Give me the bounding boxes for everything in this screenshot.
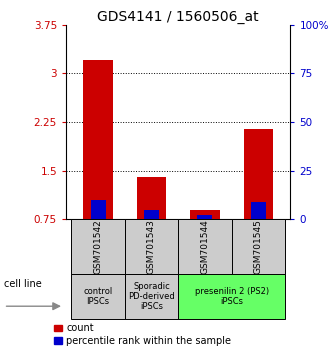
Legend: count, percentile rank within the sample: count, percentile rank within the sample: [54, 324, 231, 346]
Text: GSM701544: GSM701544: [200, 219, 210, 274]
Bar: [190, 210, 219, 219]
Text: Sporadic
PD-derived
iPSCs: Sporadic PD-derived iPSCs: [128, 281, 175, 312]
Bar: [71, 274, 125, 319]
Bar: [144, 210, 159, 219]
Bar: [83, 61, 113, 219]
Text: GSM701545: GSM701545: [254, 219, 263, 274]
Bar: [232, 219, 285, 274]
Bar: [125, 274, 178, 319]
Bar: [197, 215, 213, 219]
Bar: [137, 177, 166, 219]
Title: GDS4141 / 1560506_at: GDS4141 / 1560506_at: [97, 10, 259, 24]
Bar: [244, 129, 273, 219]
Bar: [178, 219, 232, 274]
Text: presenilin 2 (PS2)
iPSCs: presenilin 2 (PS2) iPSCs: [195, 287, 269, 306]
Text: control
IPSCs: control IPSCs: [83, 287, 113, 306]
Bar: [90, 200, 106, 219]
Bar: [125, 219, 178, 274]
Text: GSM701543: GSM701543: [147, 219, 156, 274]
Text: cell line: cell line: [4, 279, 41, 289]
Bar: [71, 219, 125, 274]
Text: GSM701542: GSM701542: [94, 219, 103, 274]
Bar: [178, 274, 285, 319]
Bar: [251, 202, 266, 219]
